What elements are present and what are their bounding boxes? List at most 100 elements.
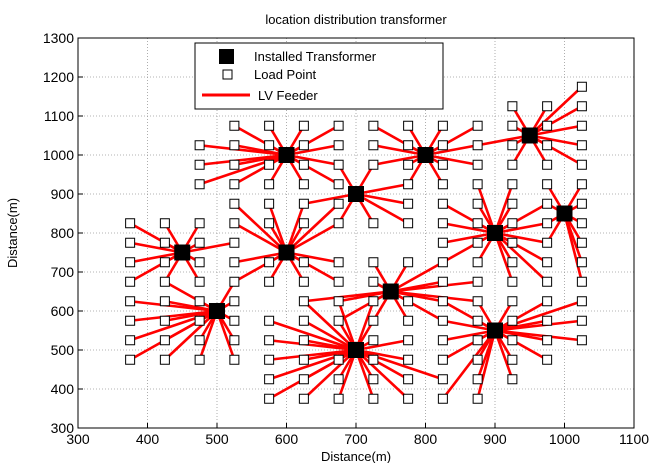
load-point-marker	[542, 101, 553, 112]
load-point-marker	[472, 120, 483, 131]
load-point-marker	[472, 374, 483, 385]
lv-feeder-line	[442, 319, 496, 332]
load-point-marker	[507, 296, 518, 307]
load-point-marker	[576, 81, 587, 92]
load-point-marker	[159, 315, 170, 326]
y-tick-label: 500	[51, 342, 75, 358]
load-point-marker	[159, 296, 170, 307]
lv-feeder-line	[390, 290, 478, 303]
load-point-marker	[576, 140, 587, 151]
lv-feeder-line	[493, 232, 514, 283]
load-point-marker	[368, 393, 379, 404]
load-point-marker	[576, 335, 587, 346]
load-point-marker	[403, 257, 414, 268]
load-point-marker	[542, 354, 553, 365]
transformer-marker	[348, 342, 364, 358]
load-point-marker	[333, 198, 344, 209]
load-point-marker	[368, 354, 379, 365]
load-point-marker	[264, 354, 275, 365]
load-point-marker	[542, 120, 553, 131]
load-point-marker	[472, 296, 483, 307]
load-points	[125, 81, 587, 404]
legend-box	[194, 42, 444, 110]
load-point-marker	[507, 120, 518, 131]
load-point-marker	[403, 179, 414, 190]
load-point-marker	[507, 374, 518, 385]
lv-feeder-line	[286, 143, 339, 157]
load-point-marker	[264, 315, 275, 326]
load-point-marker	[472, 315, 483, 326]
load-point-marker	[437, 218, 448, 229]
y-tick-label: 300	[51, 420, 75, 436]
load-point-marker	[542, 198, 553, 209]
load-point-marker	[472, 335, 483, 346]
lv-feeder-line	[303, 319, 357, 352]
load-point-marker	[194, 354, 205, 365]
lv-feeder-line	[390, 261, 444, 293]
x-tick-label: 1000	[549, 431, 580, 447]
lv-feeder-line	[529, 134, 583, 147]
load-point-marker	[125, 335, 136, 346]
load-point-marker	[264, 198, 275, 209]
load-point-marker	[229, 296, 240, 307]
lv-feeder-line	[425, 143, 478, 157]
load-point-marker	[333, 257, 344, 268]
lv-feeder-line	[355, 182, 409, 196]
axis-ticks: 300 400 500 600 700 800 900 1000 1100 300 400 500 60…	[43, 30, 649, 447]
lv-feeder-line	[354, 300, 375, 351]
load-point-marker	[437, 237, 448, 248]
load-point-marker	[437, 198, 448, 209]
load-point-marker	[264, 159, 275, 170]
load-point-marker	[229, 159, 240, 170]
load-point-marker	[125, 315, 136, 326]
lv-feeder-line	[198, 310, 219, 361]
load-point-marker	[507, 179, 518, 190]
load-point-marker	[194, 218, 205, 229]
lv-feeder-line	[285, 153, 340, 186]
load-point-marker	[576, 179, 587, 190]
load-point-marker	[298, 296, 309, 307]
load-point-marker	[368, 296, 379, 307]
load-point-marker	[333, 179, 344, 190]
load-point-marker	[229, 179, 240, 190]
load-point-marker	[368, 257, 379, 268]
load-point-marker	[264, 374, 275, 385]
load-point-marker	[229, 257, 240, 268]
load-point-marker	[368, 276, 379, 287]
load-point-marker	[125, 237, 136, 248]
load-point-marker	[437, 335, 448, 346]
load-point-marker	[542, 218, 553, 229]
lv-feeder-line	[267, 203, 288, 253]
load-point-marker	[333, 296, 344, 307]
load-point-marker	[403, 198, 414, 209]
lv-feeder-line	[355, 348, 409, 381]
lv-feeder-line	[199, 153, 287, 167]
lv-feeder-line	[355, 338, 409, 352]
load-point-marker	[437, 374, 448, 385]
load-point-marker	[437, 257, 448, 268]
load-point-marker	[194, 296, 205, 307]
lv-feeder-line	[425, 153, 478, 167]
load-point-marker	[472, 140, 483, 151]
load-point-marker	[229, 276, 240, 287]
load-point-marker	[194, 159, 205, 170]
load-point-marker	[264, 140, 275, 151]
load-point-marker	[368, 159, 379, 170]
load-point-marker	[298, 179, 309, 190]
x-tick-label: 400	[136, 431, 160, 447]
load-point-marker	[264, 276, 275, 287]
lv-feeder-line	[528, 85, 583, 137]
y-tick-label: 1100	[44, 108, 74, 124]
lv-feeder-line	[285, 251, 340, 283]
lv-feeder-line	[442, 231, 496, 264]
load-point-marker	[542, 140, 553, 151]
lv-feeder-line	[268, 319, 357, 352]
load-point-marker	[472, 393, 483, 404]
load-point-marker	[159, 218, 170, 229]
load-point-marker	[472, 218, 483, 229]
load-point-marker	[368, 120, 379, 131]
load-point-marker	[507, 140, 518, 151]
load-point-marker	[576, 218, 587, 229]
y-tick-label: 800	[51, 225, 75, 241]
